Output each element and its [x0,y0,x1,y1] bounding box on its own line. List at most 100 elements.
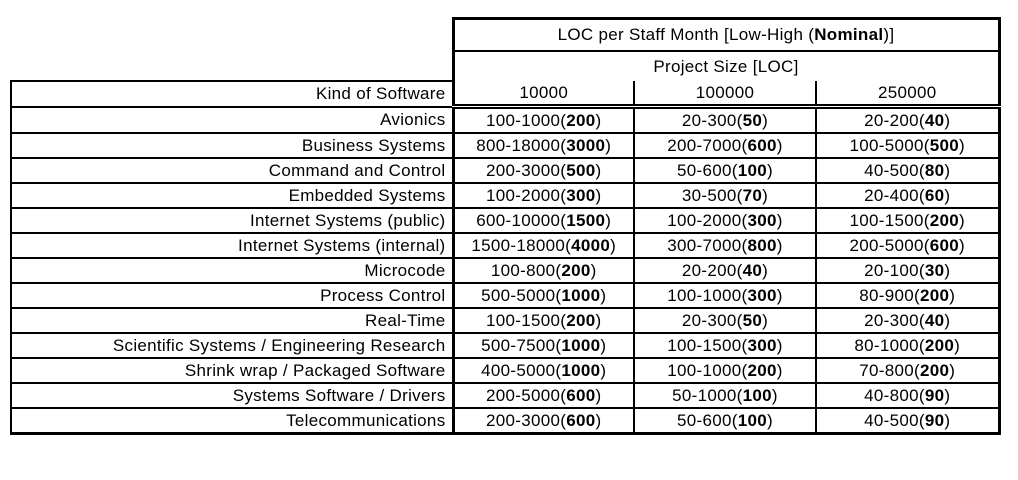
value-cell: 20-300(50) [633,105,817,134]
range-text: 200-5000( [486,385,567,405]
kind-cell: Embedded Systems [10,182,454,209]
range-text: 100-1500( [849,210,930,230]
range-text: 500-5000( [481,285,562,305]
nominal-value: 70 [742,185,763,205]
nominal-value: 500 [929,135,959,155]
value-cell: 100-1000(200) [633,357,817,384]
value-cell: 1500-18000(4000) [451,232,635,259]
table-row: Internet Systems (internal) 1500-18000(4… [10,232,1001,259]
range-text: 100-800( [490,260,562,280]
range-text: 100-1000( [667,360,748,380]
close-paren: ) [944,310,951,330]
value-cell: 100-1500(300) [633,332,817,359]
close-paren: ) [595,410,602,430]
close-paren: ) [776,210,783,230]
close-paren: ) [595,110,602,130]
range-text: 50-1000( [672,385,743,405]
range-text: 100-1000( [667,285,748,305]
close-paren: ) [949,360,956,380]
size-column-header-250000: 250000 [815,81,1001,109]
value-cell: 800-18000(3000) [451,132,635,159]
range-text: 800-18000( [476,135,567,155]
nominal-value: 1000 [561,285,601,305]
range-text: 100-1000( [486,110,567,130]
nominal-value: 200 [924,335,955,355]
nominal-value: 600 [747,135,777,155]
range-text: 40-500( [864,160,925,180]
value-cell: 20-300(40) [815,307,1001,334]
close-paren: ) [776,235,783,255]
range-text: 500-7500( [481,335,562,355]
kind-cell: Internet Systems (public) [10,207,454,234]
close-paren: ) [595,160,602,180]
project-size-header: Project Size [LOC] [451,50,1001,81]
range-text: 50-600( [677,410,738,430]
range-text: 100-2000( [486,185,567,205]
close-paren: ) [600,285,607,305]
close-paren: ) [590,260,597,280]
value-cell: 100-1500(200) [451,307,635,334]
value-cell: 80-900(200) [815,282,1001,309]
table-row: Embedded Systems 100-2000(300) 30-500(70… [10,182,1001,209]
range-text: 200-7000( [667,135,748,155]
close-paren: ) [949,285,956,305]
close-paren: ) [595,185,602,205]
range-text: 200-5000( [849,235,930,255]
close-paren: ) [776,335,783,355]
kind-cell: Telecommunications [10,407,454,435]
value-cell: 400-5000(1000) [451,357,635,384]
nominal-value: 300 [747,335,777,355]
close-paren: ) [595,310,602,330]
nominal-value: 50 [742,310,763,330]
close-paren: ) [776,360,783,380]
range-text: 20-300( [681,110,743,130]
range-text: 50-600( [677,160,738,180]
value-cell: 200-5000(600) [815,232,1001,259]
value-cell: 30-500(70) [633,182,817,209]
value-cell: 200-3000(600) [451,407,635,435]
value-cell: 500-5000(1000) [451,282,635,309]
close-paren: ) [762,310,769,330]
nominal-value: 40 [924,110,945,130]
value-cell: 40-500(80) [815,157,1001,184]
nominal-value: 100 [737,160,767,180]
range-text: 20-300( [681,310,743,330]
nominal-value: 300 [747,285,777,305]
range-text: 600-10000( [476,210,567,230]
value-cell: 50-600(100) [633,157,817,184]
range-text: 70-800( [859,360,920,380]
nominal-value: 300 [566,185,596,205]
table-row: Real-Time 100-1500(200) 20-300(50) 20-30… [10,307,1001,334]
kind-cell: Avionics [10,105,454,134]
title-row: LOC per Staff Month [Low-High (Nominal)] [11,17,1001,52]
value-cell: 50-600(100) [633,407,817,435]
table-title: LOC per Staff Month [Low-High (Nominal)] [451,17,1001,52]
range-text: 20-300( [864,310,925,330]
table-row: Avionics 100-1000(200) 20-300(50) 20-200… [10,105,1001,134]
kind-cell: Internet Systems (internal) [10,232,454,259]
range-text: 20-400( [864,185,925,205]
value-cell: 100-1000(200) [451,105,635,134]
close-paren: ) [776,135,783,155]
table-row: Business Systems 800-18000(3000) 200-700… [10,132,1001,159]
close-paren: ) [605,210,612,230]
nominal-value: 200 [919,285,950,305]
nominal-value: 200 [747,360,777,380]
table-row: Shrink wrap / Packaged Software 400-5000… [10,357,1001,384]
nominal-value: 600 [929,235,959,255]
nominal-value: 200 [566,110,596,130]
nominal-value: 200 [561,260,591,280]
value-cell: 20-100(30) [815,257,1001,284]
close-paren: ) [762,110,769,130]
close-paren: ) [610,235,617,255]
table-body: LOC per Staff Month [Low-High (Nominal)]… [10,17,1001,435]
value-cell: 100-2000(300) [451,182,635,209]
range-text: 300-7000( [667,235,748,255]
value-cell: 200-7000(600) [633,132,817,159]
value-cell: 500-7500(1000) [451,332,635,359]
close-paren: ) [959,210,965,230]
nominal-value: 4000 [571,235,611,255]
range-text: 100-5000( [849,135,930,155]
nominal-value: 200 [566,310,596,330]
range-text: 400-5000( [481,360,562,380]
